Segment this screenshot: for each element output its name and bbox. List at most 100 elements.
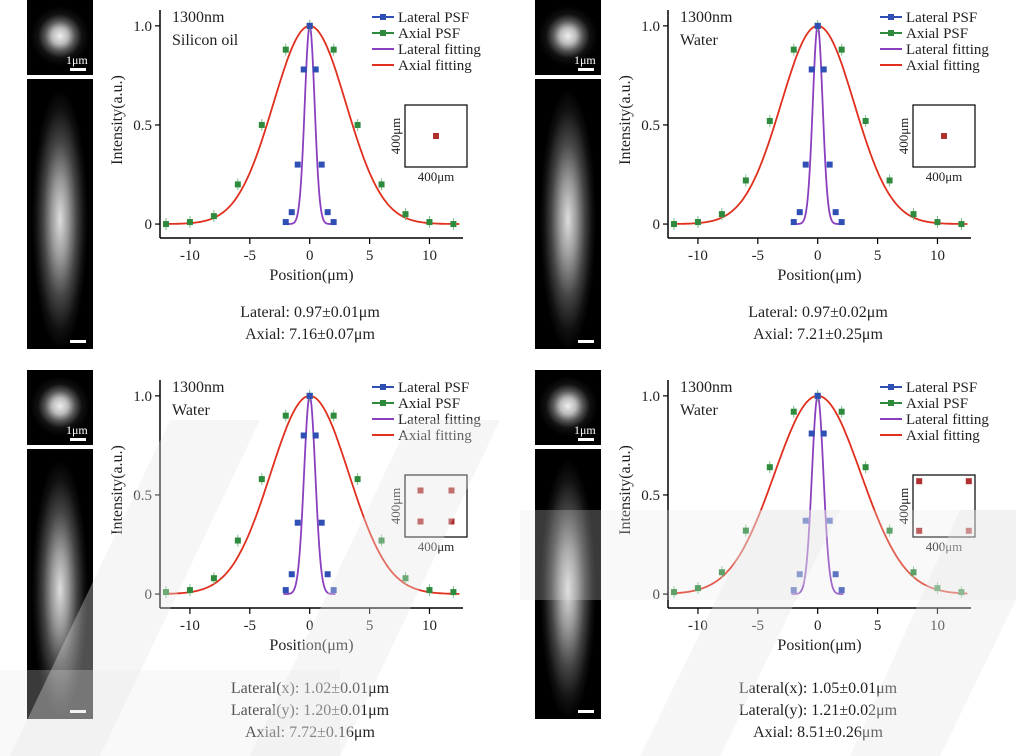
- lateral-fitting-line: [283, 394, 336, 595]
- lateral-psf-point: [796, 571, 803, 578]
- fwhm-caption-line: Axial: 8.51±0.26μm: [753, 724, 883, 741]
- axial-psf-point: [210, 575, 217, 582]
- x-tick-label: -5: [244, 618, 257, 634]
- fwhm-caption-line: Lateral(y): 1.21±0.02μm: [738, 702, 898, 719]
- inset-y-label: 400μm: [896, 118, 911, 155]
- inset-point: [941, 133, 947, 139]
- axial-psf-point: [886, 527, 893, 534]
- lateral-psf-point: [312, 66, 319, 73]
- lateral-fitting-line: [791, 394, 844, 595]
- legend-marker: [380, 30, 386, 36]
- inset-point: [916, 478, 923, 485]
- inset-y-label: 400μm: [388, 118, 403, 155]
- scale-label: 1μm: [66, 53, 88, 67]
- x-tick-label: 5: [366, 618, 374, 634]
- psf-chart: 0 0.5 1.0 -10 -5 0 5 10 Position(μm) Intensity(a.…: [617, 379, 989, 654]
- psf-chart: 0 0.5 1.0 -10 -5 0 5 10 Position(μm) Intensity(a.…: [617, 9, 989, 284]
- axial-psf-point: [694, 219, 701, 226]
- x-tick-label: -5: [752, 248, 765, 264]
- psf-panel-water-grid-corners: 1μm 0 0.5 1.0 -10 -5 0 5 10 Position(μm) Intensity…: [508, 370, 998, 741]
- scale-bar: [578, 710, 594, 713]
- legend-label: Axial fitting: [398, 58, 472, 74]
- x-tick-label: -10: [688, 618, 708, 634]
- axial-psf-point: [742, 177, 749, 184]
- x-tick-label: -10: [180, 618, 200, 634]
- lateral-psf-point: [790, 587, 797, 594]
- scale-bar: [70, 340, 86, 343]
- inset-point: [448, 487, 455, 494]
- scale-label: 1μm: [574, 53, 596, 67]
- y-tick-label: 1.0: [133, 389, 152, 405]
- legend-marker: [380, 400, 386, 406]
- legend-marker: [380, 14, 386, 20]
- axial-psf-point: [742, 527, 749, 534]
- y-axis-label: Intensity(a.u.): [617, 445, 634, 535]
- fwhm-caption-line: Lateral(x): 1.02±0.01μm: [230, 680, 390, 697]
- axial-psf-point: [330, 46, 337, 53]
- scale-bar: [578, 438, 594, 441]
- fwhm-caption: Lateral(x): 1.02±0.01μm Lateral(y): 1.20±…: [180, 678, 440, 744]
- x-tick-label: 5: [874, 248, 882, 264]
- lateral-psf-point: [802, 161, 809, 168]
- lateral-psf-point: [294, 519, 301, 526]
- scale-label: 1μm: [66, 423, 88, 437]
- scale-bar: [70, 438, 86, 441]
- legend-label: Lateral PSF: [906, 380, 977, 396]
- lateral-psf-point: [838, 587, 845, 594]
- lateral-psf-point: [832, 571, 839, 578]
- axial-psf-point: [766, 117, 773, 124]
- lateral-psf-point: [820, 66, 827, 73]
- axial-psf-point: [910, 569, 917, 576]
- inset-point: [417, 518, 424, 525]
- legend-label: Lateral fitting: [906, 412, 989, 428]
- axial-psf-point: [378, 181, 385, 188]
- y-tick-label: 0: [653, 587, 661, 603]
- y-tick-label: 0: [145, 217, 153, 233]
- wavelength-label: 1300nm: [680, 379, 733, 396]
- y-tick-label: 0.5: [641, 488, 660, 504]
- legend-label: Lateral fitting: [906, 42, 989, 58]
- axial-psf-point: [958, 221, 965, 228]
- lateral-psf-point: [288, 209, 295, 216]
- axial-psf-point: [426, 587, 433, 594]
- axial-psf-point: [186, 219, 193, 226]
- x-axis-label: Position(μm): [777, 637, 861, 654]
- lateral-psf-point: [808, 66, 815, 73]
- axial-psf-point: [402, 575, 409, 582]
- psf-chart: 0 0.5 1.0 -10 -5 0 5 10 Position(μm) Intensity(a.…: [109, 9, 481, 284]
- x-tick-label: 10: [422, 248, 437, 264]
- inset-point: [433, 133, 439, 139]
- axial-psf-point: [354, 121, 361, 128]
- legend-label: Axial PSF: [398, 396, 460, 412]
- lateral-psf-point: [330, 587, 337, 594]
- axial-psf-point: [718, 569, 725, 576]
- wavelength-label: 1300nm: [172, 379, 225, 396]
- fwhm-caption-line: Lateral: 0.97±0.02μm: [748, 304, 888, 321]
- lateral-psf-point: [324, 209, 331, 216]
- axial-psf-point: [354, 476, 361, 483]
- fwhm-caption-line: Lateral(x): 1.05±0.01μm: [738, 680, 898, 697]
- lateral-fitting-line: [283, 23, 336, 225]
- axial-psf-point: [886, 177, 893, 184]
- fwhm-caption: Lateral: 0.97±0.01μm Axial: 7.16±0.07μm: [180, 302, 440, 346]
- y-axis-label: Intensity(a.u.): [109, 445, 126, 535]
- lateral-psf-image: [27, 370, 93, 445]
- y-axis-label: Intensity(a.u.): [617, 75, 634, 165]
- lateral-psf-point: [814, 22, 821, 29]
- lateral-psf-image: [27, 0, 93, 75]
- lateral-psf-point: [814, 392, 821, 399]
- x-tick-label: -5: [244, 248, 257, 264]
- axial-psf-point: [426, 219, 433, 226]
- legend-marker: [380, 384, 386, 390]
- psf-chart: 0 0.5 1.0 -10 -5 0 5 10 Position(μm) Intensity(a.…: [109, 379, 481, 654]
- axial-psf-point: [670, 221, 677, 228]
- axial-psf-image: [27, 449, 93, 719]
- x-tick-label: 5: [366, 248, 374, 264]
- inset-y-label: 400μm: [896, 488, 911, 525]
- axial-psf-point: [934, 585, 941, 592]
- axial-psf-point: [694, 585, 701, 592]
- axial-psf-point: [766, 464, 773, 471]
- axial-psf-point: [378, 537, 385, 544]
- axial-psf-point: [718, 211, 725, 218]
- axial-psf-image: [27, 79, 93, 349]
